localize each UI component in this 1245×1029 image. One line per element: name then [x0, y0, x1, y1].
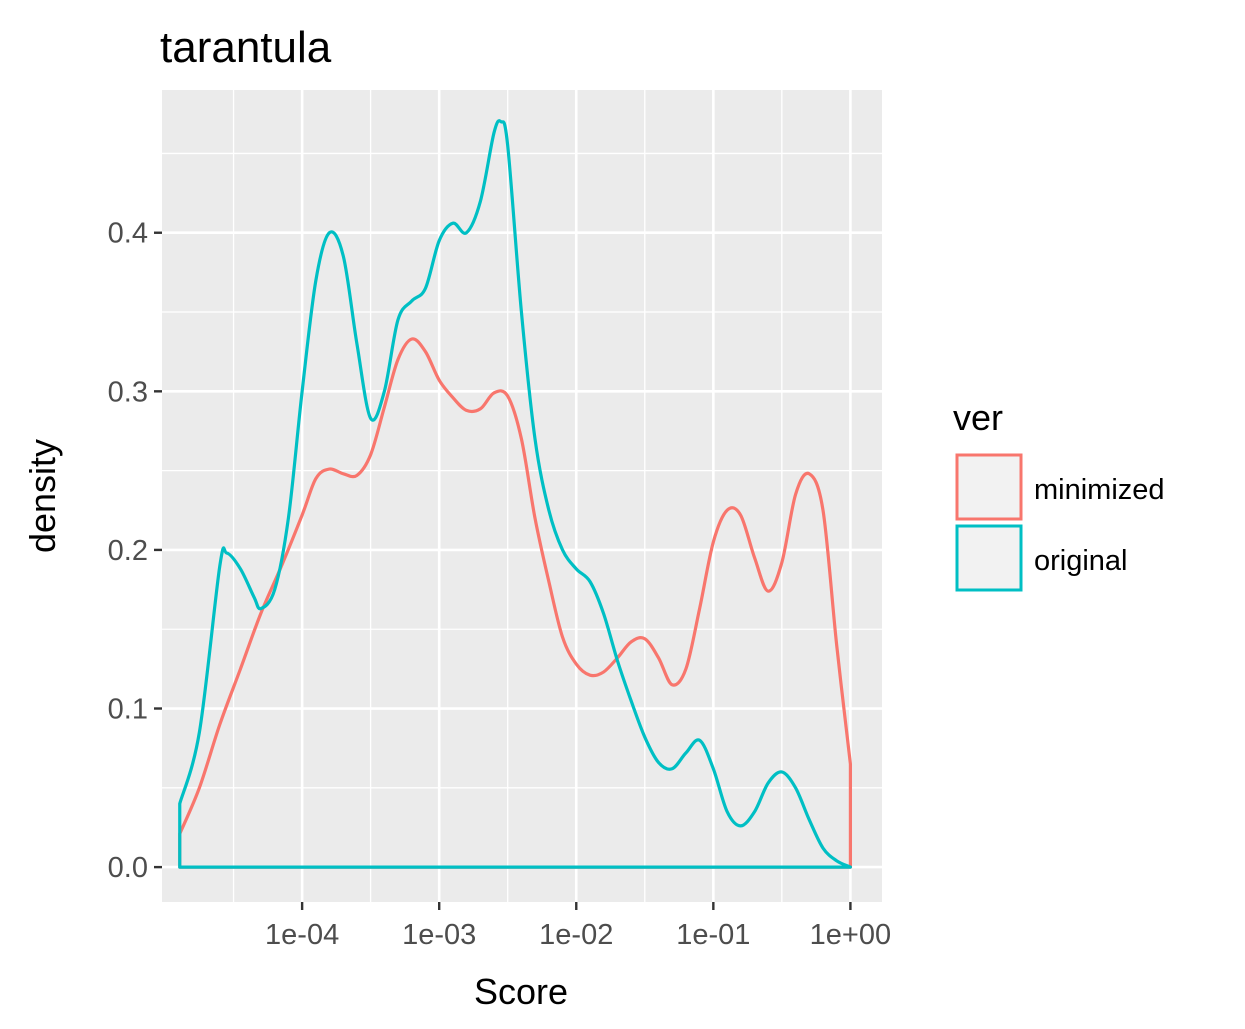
density-lines — [178, 119, 853, 869]
x-tick-label: 1e-02 — [539, 919, 613, 951]
y-axis-title: density — [22, 439, 63, 553]
y-tick-label: 0.0 — [108, 852, 148, 884]
legend-item-original: original — [955, 524, 1128, 592]
y-tick-label: 0.1 — [108, 694, 148, 726]
legend-title: ver — [953, 397, 1003, 438]
x-axis-title: Score — [474, 971, 568, 1012]
y-tick-label: 0.2 — [108, 535, 148, 567]
x-tick-label: 1e-04 — [265, 919, 339, 951]
plot-panel — [162, 90, 882, 902]
x-axis: 1e-04 1e-03 1e-02 1e-01 1e+00 — [265, 902, 891, 951]
legend-label-minimized: minimized — [1034, 474, 1165, 506]
legend: ver minimized original — [953, 397, 1165, 592]
legend-key-minimized — [955, 453, 1023, 521]
x-tick-label: 1e+00 — [810, 919, 891, 951]
y-tick-label: 0.4 — [108, 218, 148, 250]
y-axis: 0.0 0.1 0.2 0.3 0.4 — [108, 218, 162, 884]
x-tick-label: 1e-01 — [676, 919, 750, 951]
chart-title: tarantula — [160, 23, 332, 72]
density-line-original — [178, 119, 853, 869]
x-tick-label: 1e-03 — [402, 919, 476, 951]
density-line-minimized — [178, 337, 853, 869]
y-tick-label: 0.3 — [108, 376, 148, 408]
legend-item-minimized: minimized — [955, 453, 1165, 521]
legend-label-original: original — [1034, 545, 1128, 577]
legend-key-original — [955, 524, 1023, 592]
